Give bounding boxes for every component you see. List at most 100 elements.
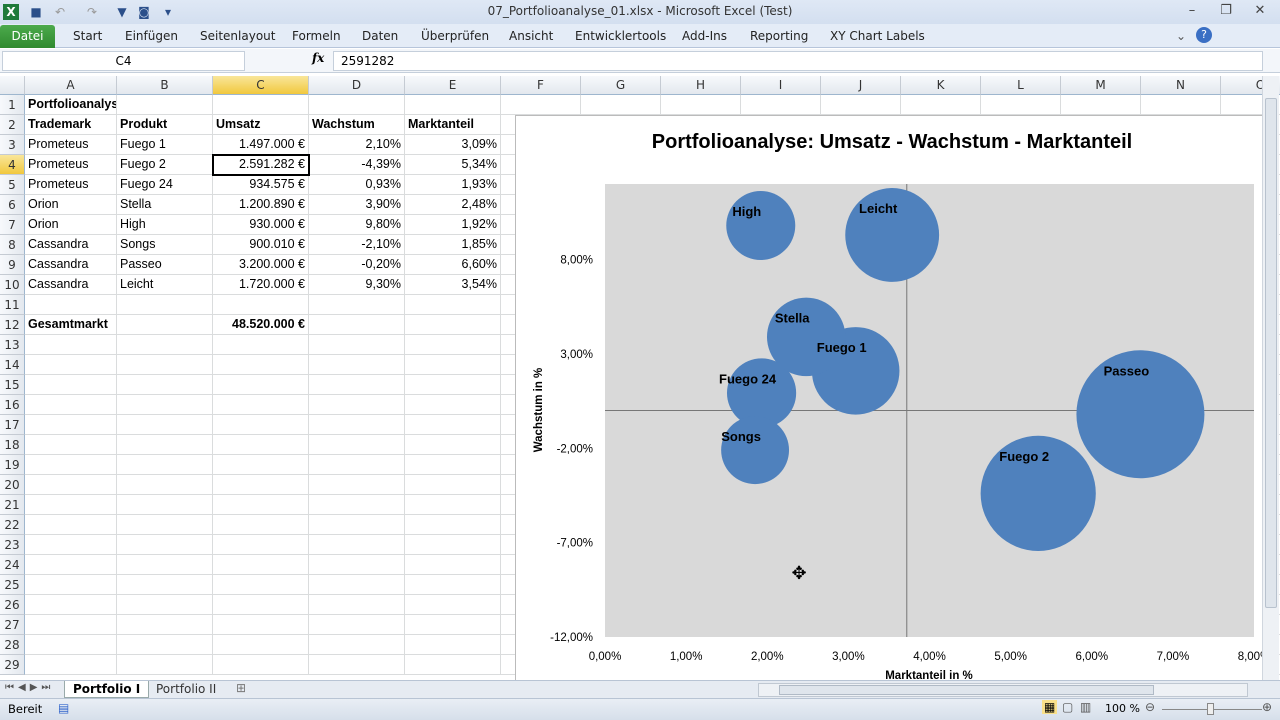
cell-C22[interactable] [213,515,309,535]
cell-E19[interactable] [405,455,501,475]
cell-E4[interactable]: 5,34% [405,155,501,175]
ribbon-collapse-icon[interactable]: ⌄ [1176,29,1187,43]
normal-view-icon[interactable]: ▦ [1042,700,1058,714]
cell-A18[interactable] [25,435,117,455]
cell-C24[interactable] [213,555,309,575]
cell-B4[interactable]: Fuego 2 [117,155,213,175]
row-header-9[interactable]: 9 [0,255,25,275]
row-header-4[interactable]: 4 [0,155,25,175]
cell-J1[interactable] [821,95,901,115]
row-header-27[interactable]: 27 [0,615,25,635]
tab-ueberpruefen[interactable]: Überprüfen [421,29,490,43]
select-all-corner[interactable] [0,76,25,95]
cell-E28[interactable] [405,635,501,655]
row-header-21[interactable]: 21 [0,495,25,515]
cell-A26[interactable] [25,595,117,615]
cell-C27[interactable] [213,615,309,635]
cell-B7[interactable]: High [117,215,213,235]
cell-D7[interactable]: 9,80% [309,215,405,235]
cell-A11[interactable] [25,295,117,315]
column-header-h[interactable]: H [661,76,741,95]
cell-A22[interactable] [25,515,117,535]
cell-D22[interactable] [309,515,405,535]
cell-D9[interactable]: -0,20% [309,255,405,275]
row-header-11[interactable]: 11 [0,295,25,315]
row-header-3[interactable]: 3 [0,135,25,155]
vertical-scrollbar[interactable] [1262,76,1279,680]
cell-F1[interactable] [501,95,581,115]
cell-B25[interactable] [117,575,213,595]
cell-B11[interactable] [117,295,213,315]
macro-record-icon[interactable]: ▤ [58,701,70,715]
column-header-c[interactable]: C [213,76,309,95]
cell-B17[interactable] [117,415,213,435]
column-header-f[interactable]: F [501,76,581,95]
cell-D19[interactable] [309,455,405,475]
cell-D16[interactable] [309,395,405,415]
column-header-d[interactable]: D [309,76,405,95]
cell-C16[interactable] [213,395,309,415]
column-header-l[interactable]: L [981,76,1061,95]
column-header-n[interactable]: N [1141,76,1221,95]
filter-icon[interactable]: ▼ [117,5,127,19]
cell-B1[interactable] [117,95,213,115]
cell-B16[interactable] [117,395,213,415]
cell-B5[interactable]: Fuego 24 [117,175,213,195]
cell-C29[interactable] [213,655,309,675]
cell-B14[interactable] [117,355,213,375]
row-header-13[interactable]: 13 [0,335,25,355]
row-header-16[interactable]: 16 [0,395,25,415]
cell-A29[interactable] [25,655,117,675]
cell-A19[interactable] [25,455,117,475]
cell-B27[interactable] [117,615,213,635]
cell-C3[interactable]: 1.497.000 € [213,135,309,155]
cell-A12[interactable]: Gesamtmarkt [25,315,117,335]
row-header-7[interactable]: 7 [0,215,25,235]
cell-D23[interactable] [309,535,405,555]
row-header-6[interactable]: 6 [0,195,25,215]
cell-D12[interactable] [309,315,405,335]
cell-E8[interactable]: 1,85% [405,235,501,255]
cell-B3[interactable]: Fuego 1 [117,135,213,155]
tab-ansicht[interactable]: Ansicht [509,29,554,43]
column-header-j[interactable]: J [821,76,901,95]
row-header-18[interactable]: 18 [0,435,25,455]
cell-E21[interactable] [405,495,501,515]
row-header-14[interactable]: 14 [0,355,25,375]
cell-A27[interactable] [25,615,117,635]
row-header-20[interactable]: 20 [0,475,25,495]
cell-C5[interactable]: 934.575 € [213,175,309,195]
cell-E17[interactable] [405,415,501,435]
cell-A24[interactable] [25,555,117,575]
row-header-15[interactable]: 15 [0,375,25,395]
row-header-10[interactable]: 10 [0,275,25,295]
cell-E5[interactable]: 1,93% [405,175,501,195]
row-header-28[interactable]: 28 [0,635,25,655]
cell-D24[interactable] [309,555,405,575]
cell-C25[interactable] [213,575,309,595]
cell-E23[interactable] [405,535,501,555]
row-header-8[interactable]: 8 [0,235,25,255]
cell-E11[interactable] [405,295,501,315]
file-tab[interactable]: Datei [0,25,55,48]
cell-E10[interactable]: 3,54% [405,275,501,295]
insert-function-icon[interactable]: fx [312,51,325,65]
cell-A16[interactable] [25,395,117,415]
cell-C2[interactable]: Umsatz [213,115,309,135]
cell-D27[interactable] [309,615,405,635]
row-header-1[interactable]: 1 [0,95,25,115]
cell-B26[interactable] [117,595,213,615]
restore-icon[interactable]: ❐ [1220,3,1232,18]
cell-A9[interactable]: Cassandra [25,255,117,275]
cell-C28[interactable] [213,635,309,655]
cell-B10[interactable]: Leicht [117,275,213,295]
cell-D1[interactable] [309,95,405,115]
undo-icon[interactable]: ↶ [54,5,66,19]
cell-B18[interactable] [117,435,213,455]
insert-sheet-icon[interactable]: ⊞ [236,681,247,695]
column-header-g[interactable]: G [581,76,661,95]
cell-E13[interactable] [405,335,501,355]
row-header-26[interactable]: 26 [0,595,25,615]
column-header-b[interactable]: B [117,76,213,95]
cell-E22[interactable] [405,515,501,535]
